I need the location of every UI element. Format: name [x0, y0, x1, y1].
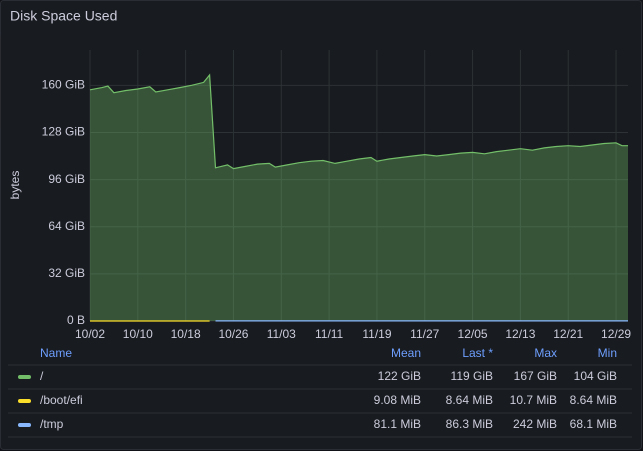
- x-tick-label: 12/29: [601, 327, 631, 341]
- legend-stat: 8.64 MiB: [446, 393, 493, 407]
- legend-stat: 167 GiB: [514, 369, 557, 383]
- legend-stat: 10.7 MiB: [510, 393, 557, 407]
- x-tick-label: 11/19: [362, 327, 391, 341]
- legend-stat: 119 GiB: [451, 369, 493, 383]
- y-tick-label: 32 GiB: [48, 266, 85, 280]
- x-tick-label: 11/11: [315, 327, 344, 341]
- legend-stat: 81.1 MiB: [374, 417, 421, 431]
- y-tick-label: 0 B: [67, 313, 85, 327]
- legend-header: Name: [40, 346, 72, 360]
- legend-name[interactable]: /boot/efi: [40, 393, 83, 407]
- legend-stat: 122 GiB: [378, 369, 421, 383]
- legend-stat: 68.1 MiB: [570, 417, 617, 431]
- y-tick-label: 160 GiB: [42, 78, 85, 92]
- x-tick-label: 10/18: [171, 327, 201, 341]
- legend-swatch: [18, 399, 31, 403]
- x-tick-label: 12/13: [505, 327, 535, 341]
- panel-title: Disk Space Used: [10, 8, 117, 24]
- legend-stat: 242 MiB: [513, 417, 557, 431]
- y-tick-label: 96 GiB: [48, 172, 85, 186]
- legend-stat: 9.08 MiB: [374, 393, 421, 407]
- legend-header: Last *: [462, 346, 493, 360]
- legend-header: Mean: [391, 346, 421, 360]
- x-tick-label: 10/26: [218, 327, 248, 341]
- x-tick-label: 11/27: [410, 327, 439, 341]
- legend-name[interactable]: /tmp: [40, 417, 64, 431]
- legend-swatch: [18, 423, 31, 427]
- x-tick-label: 10/10: [123, 327, 153, 341]
- legend-stat: 8.64 MiB: [570, 393, 617, 407]
- legend-name[interactable]: /: [40, 369, 44, 383]
- legend-stat: 104 GiB: [574, 369, 617, 383]
- series-line: [89, 73, 628, 170]
- x-tick-label: 12/05: [458, 327, 488, 341]
- x-tick-label: 11/03: [267, 327, 296, 341]
- y-tick-label: 128 GiB: [42, 125, 85, 139]
- legend-header: Min: [598, 346, 617, 360]
- legend-header: Max: [534, 346, 557, 360]
- area-fill: [90, 75, 628, 321]
- legend-swatch: [18, 375, 31, 379]
- y-tick-label: 64 GiB: [48, 219, 85, 233]
- y-axis-label: bytes: [8, 171, 22, 200]
- x-tick-label: 12/21: [553, 327, 583, 341]
- legend-stat: 86.3 MiB: [446, 417, 493, 431]
- x-tick-label: 10/02: [75, 327, 105, 341]
